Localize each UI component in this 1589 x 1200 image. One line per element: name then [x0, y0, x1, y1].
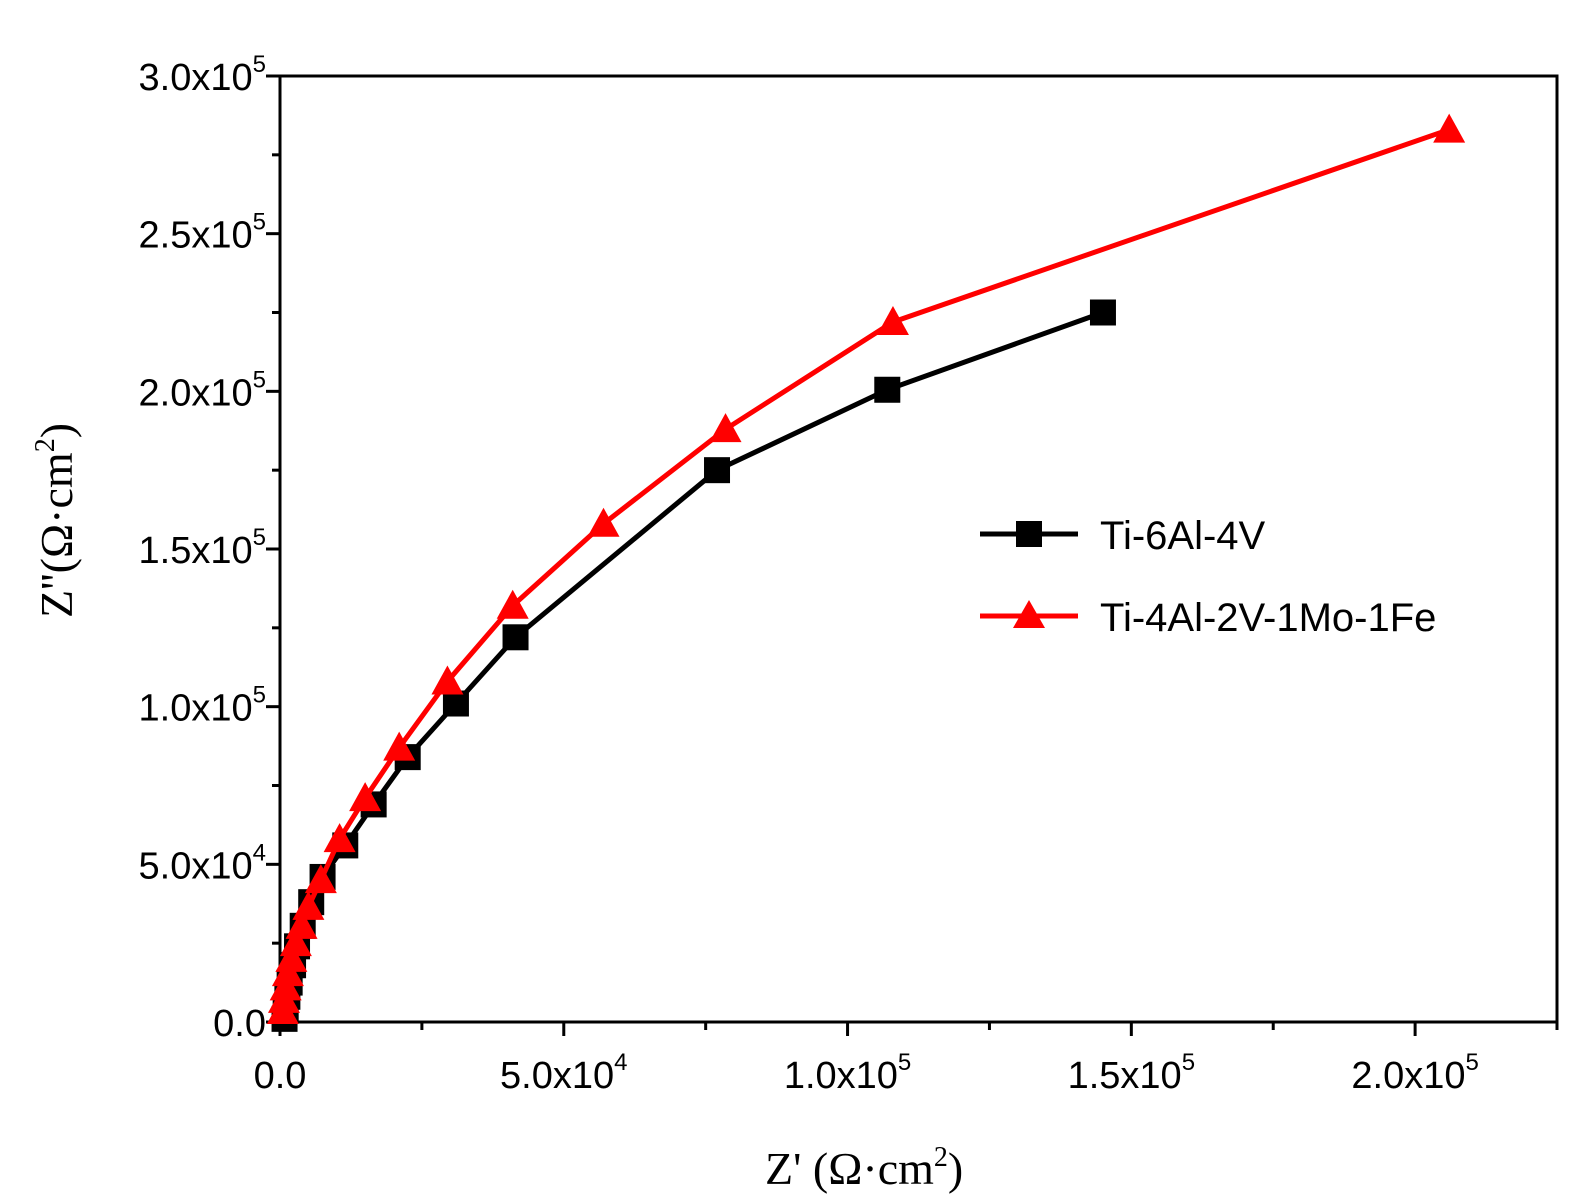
y-axis-label: Z''(Ω·cm2): [30, 423, 82, 618]
y-tick-label: 1.0x105: [139, 682, 266, 730]
legend-label-ti6al4v: Ti-6Al-4V: [1100, 514, 1266, 558]
series-line-ti6al4v: [282, 310, 1104, 1020]
data-point-ti4al2v1mo1fe: [349, 782, 382, 812]
data-point-ti4al2v1mo1fe: [876, 305, 909, 335]
y-axis-label-close: ): [31, 423, 82, 438]
legend-marker-ti6al4v: [1016, 521, 1042, 547]
data-point-ti6al4v: [442, 690, 469, 717]
series-line-ti4al2v1mo1fe: [280, 127, 1450, 1012]
x-tick-label: 1.0x105: [784, 1049, 911, 1097]
series-layer: [266, 113, 1466, 1032]
x-tick-label: 1.5x105: [1068, 1049, 1195, 1097]
y-tick-label: 5.0x104: [139, 839, 266, 887]
data-point-ti6al4v: [704, 457, 731, 484]
legend-label-ti4al2v1mo1fe: Ti-4Al-2V-1Mo-1Fe: [1100, 596, 1436, 640]
data-point-ti6al4v: [1089, 299, 1116, 326]
y-tick-label: 1.5x105: [139, 524, 266, 572]
data-point-ti4al2v1mo1fe: [275, 942, 308, 972]
data-point-ti4al2v1mo1fe: [383, 731, 416, 761]
y-tick-label: 2.0x105: [139, 366, 266, 414]
x-axis-label-close: ): [948, 1143, 963, 1194]
x-axis-label-sup: 2: [934, 1142, 948, 1173]
y-axis-label-sup: 2: [30, 438, 61, 452]
data-point-ti4al2v1mo1fe: [292, 890, 325, 920]
x-axis-label: Z' (Ω·cm2): [765, 1142, 963, 1194]
x-tick-label: 5.0x104: [500, 1049, 627, 1097]
y-tick-label: 2.5x105: [139, 209, 266, 257]
y-tick-label: 3.0x105: [139, 51, 266, 99]
axis-ticks: [266, 74, 1559, 1036]
data-point-ti4al2v1mo1fe: [304, 864, 337, 894]
legend-marker-ti4al2v1mo1fe: [1013, 600, 1045, 628]
data-point-ti4al2v1mo1fe: [496, 589, 529, 619]
data-point-ti4al2v1mo1fe: [431, 665, 464, 695]
plot-frame: [278, 74, 1559, 1024]
data-point-ti4al2v1mo1fe: [709, 413, 742, 443]
data-point-ti4al2v1mo1fe: [1433, 113, 1466, 143]
axis-tick-labels: 0.0 5.0x104 1.0x105 1.5x105 2.0x105 0.0 5.0x10…: [139, 51, 1479, 1097]
y-tick-label: 0.0: [213, 1003, 266, 1045]
data-point-ti4al2v1mo1fe: [285, 909, 318, 939]
data-point-ti6al4v: [502, 624, 529, 651]
legend: Ti-6Al-4V Ti-4Al-2V-1Mo-1Fe: [980, 514, 1436, 640]
y-axis-label-main: Z''(Ω·cm: [31, 452, 82, 618]
data-point-ti4al2v1mo1fe: [587, 507, 620, 537]
x-axis-label-main: Z' (Ω·cm: [765, 1143, 934, 1194]
data-point-ti4al2v1mo1fe: [279, 927, 312, 957]
data-point-ti6al4v: [874, 376, 901, 403]
x-tick-label: 2.0x105: [1351, 1049, 1478, 1097]
data-point-ti4al2v1mo1fe: [323, 823, 356, 853]
x-tick-label: 0.0: [254, 1055, 307, 1097]
